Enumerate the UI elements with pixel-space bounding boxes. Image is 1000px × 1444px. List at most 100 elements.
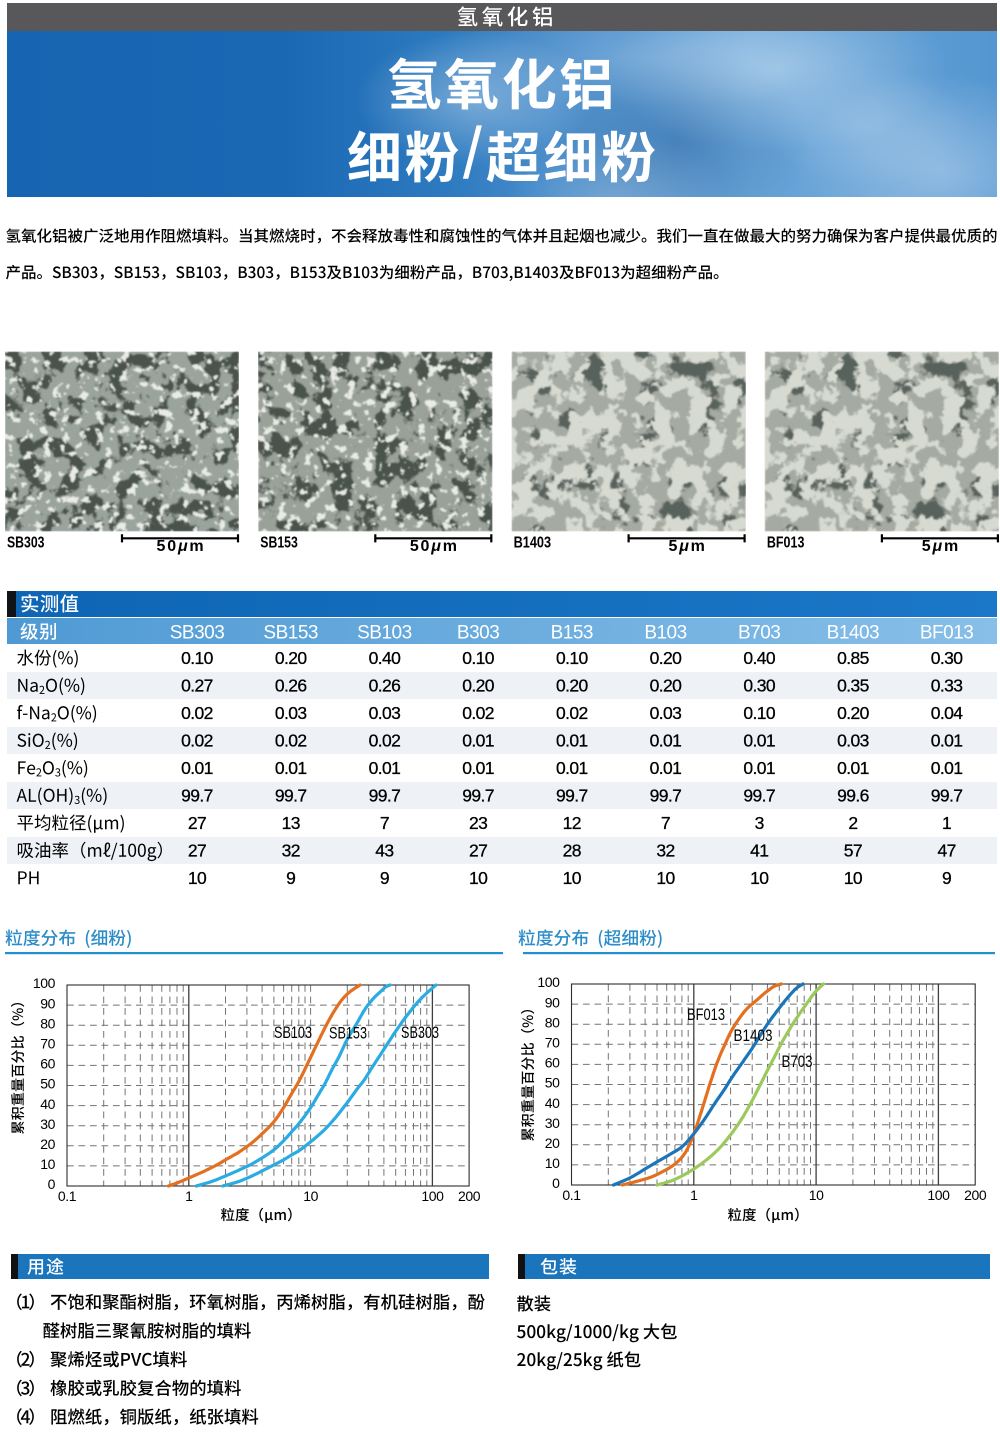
svg-text:9: 9: [942, 868, 951, 888]
svg-text:0.04: 0.04: [931, 703, 964, 723]
svg-text:30: 30: [545, 1115, 560, 1131]
svg-text:0.01: 0.01: [931, 731, 963, 751]
svg-text:99.7: 99.7: [650, 786, 682, 806]
svg-text:0.20: 0.20: [837, 703, 870, 723]
svg-text:5μm: 5μm: [922, 538, 960, 555]
svg-text:0.01: 0.01: [931, 758, 963, 778]
svg-text:0.10: 0.10: [462, 648, 495, 668]
svg-text:50μm: 50μm: [410, 538, 459, 555]
svg-text:0.10: 0.10: [743, 703, 776, 723]
svg-text:99.7: 99.7: [556, 786, 588, 806]
svg-text:28: 28: [563, 841, 581, 861]
svg-text:2: 2: [848, 813, 857, 833]
svg-text:0.02: 0.02: [462, 703, 494, 723]
svg-text:99.6: 99.6: [837, 786, 869, 806]
svg-text:99.7: 99.7: [462, 786, 494, 806]
svg-text:10: 10: [303, 1188, 318, 1204]
svg-text:47: 47: [937, 841, 955, 861]
svg-text:0.01: 0.01: [462, 758, 494, 778]
svg-text:0.01: 0.01: [743, 758, 775, 778]
svg-text:0.27: 0.27: [181, 676, 213, 696]
svg-text:0.20: 0.20: [462, 676, 495, 696]
svg-text:0.85: 0.85: [837, 648, 869, 668]
svg-text:0.01: 0.01: [369, 758, 401, 778]
svg-text:0.01: 0.01: [556, 758, 588, 778]
svg-text:SB103: SB103: [274, 1023, 312, 1042]
svg-text:0.30: 0.30: [931, 648, 964, 668]
svg-text:90: 90: [545, 994, 560, 1010]
svg-text:27: 27: [188, 813, 206, 833]
svg-text:1: 1: [185, 1188, 193, 1204]
svg-text:0.02: 0.02: [181, 703, 213, 723]
svg-text:27: 27: [469, 841, 487, 861]
svg-text:80: 80: [40, 1015, 55, 1031]
svg-text:100: 100: [421, 1188, 444, 1204]
svg-text:10: 10: [809, 1187, 824, 1203]
svg-text:1: 1: [942, 813, 951, 833]
svg-text:10: 10: [656, 868, 675, 888]
svg-text:200: 200: [964, 1187, 987, 1203]
svg-text:50: 50: [545, 1075, 560, 1091]
svg-text:10: 10: [188, 868, 207, 888]
svg-text:0.10: 0.10: [556, 648, 589, 668]
svg-text:10: 10: [844, 868, 863, 888]
svg-text:B1403: B1403: [514, 535, 552, 552]
svg-text:0.10: 0.10: [181, 648, 214, 668]
svg-text:41: 41: [750, 841, 768, 861]
svg-text:SB153: SB153: [263, 623, 318, 644]
svg-text:7: 7: [380, 813, 389, 833]
svg-text:B153: B153: [551, 623, 593, 644]
svg-text:0.20: 0.20: [650, 648, 683, 668]
svg-text:99.7: 99.7: [275, 786, 307, 806]
svg-text:43: 43: [375, 841, 393, 861]
svg-text:SB303: SB303: [401, 1023, 439, 1042]
svg-text:27: 27: [188, 841, 206, 861]
svg-text:100: 100: [927, 1187, 950, 1203]
svg-text:200: 200: [458, 1188, 481, 1204]
svg-text:13: 13: [282, 813, 300, 833]
svg-text:70: 70: [40, 1036, 55, 1052]
svg-text:0.01: 0.01: [837, 758, 869, 778]
svg-text:SB303: SB303: [170, 623, 225, 644]
svg-text:10: 10: [469, 868, 488, 888]
svg-text:0.40: 0.40: [743, 648, 776, 668]
svg-text:0.1: 0.1: [562, 1187, 581, 1203]
svg-text:SB303: SB303: [7, 535, 45, 552]
svg-text:0.02: 0.02: [556, 703, 588, 723]
svg-text:0.02: 0.02: [369, 731, 401, 751]
svg-text:0.01: 0.01: [650, 758, 682, 778]
svg-text:9: 9: [286, 868, 295, 888]
svg-text:BF013: BF013: [920, 623, 973, 644]
svg-text:10: 10: [40, 1156, 55, 1172]
svg-text:0.02: 0.02: [275, 731, 307, 751]
svg-text:60: 60: [40, 1056, 55, 1072]
svg-text:0.03: 0.03: [275, 703, 307, 723]
svg-text:40: 40: [40, 1096, 55, 1112]
svg-text:7: 7: [661, 813, 670, 833]
svg-text:70: 70: [545, 1035, 560, 1051]
svg-text:B103: B103: [644, 623, 686, 644]
svg-text:SB103: SB103: [357, 623, 412, 644]
svg-text:0.03: 0.03: [650, 703, 682, 723]
svg-text:0.26: 0.26: [369, 676, 401, 696]
svg-text:0.01: 0.01: [181, 758, 213, 778]
svg-text:10: 10: [563, 868, 582, 888]
svg-text:B703: B703: [782, 1052, 813, 1071]
svg-text:0.30: 0.30: [743, 676, 776, 696]
svg-text:0.01: 0.01: [462, 731, 494, 751]
svg-text:0.20: 0.20: [556, 676, 589, 696]
svg-text:0.33: 0.33: [931, 676, 963, 696]
svg-text:100: 100: [33, 975, 56, 991]
svg-text:10: 10: [545, 1155, 560, 1171]
svg-text:40: 40: [545, 1095, 560, 1111]
svg-text:BF013: BF013: [767, 535, 805, 552]
svg-text:50: 50: [40, 1076, 55, 1092]
svg-text:80: 80: [545, 1014, 560, 1030]
svg-text:99.7: 99.7: [369, 786, 401, 806]
svg-text:0.01: 0.01: [650, 731, 682, 751]
svg-text:100: 100: [537, 974, 560, 990]
svg-text:50μm: 50μm: [157, 538, 206, 555]
svg-text:99.7: 99.7: [743, 786, 775, 806]
svg-text:23: 23: [469, 813, 487, 833]
svg-text:0.26: 0.26: [275, 676, 307, 696]
